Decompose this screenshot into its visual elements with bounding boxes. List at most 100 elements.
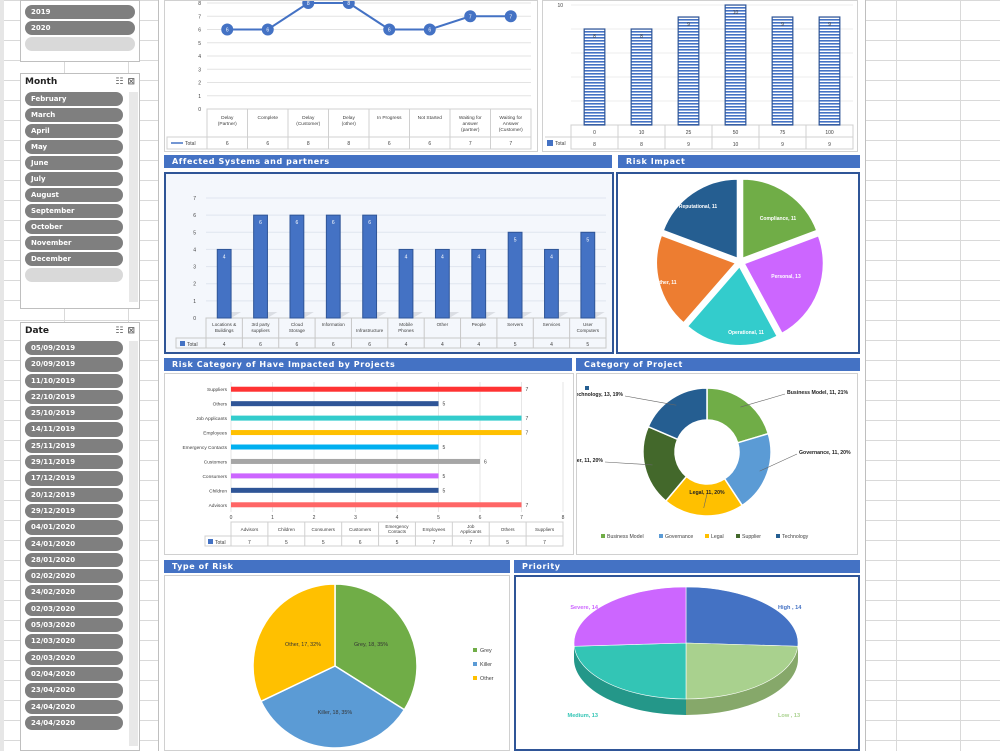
category-label: (other)	[342, 121, 357, 127]
data-label: 6	[259, 220, 262, 226]
category-label: Waiting for	[499, 115, 522, 121]
pie-side	[574, 643, 686, 715]
month-slicer-item[interactable]: December	[25, 252, 123, 266]
date-slicer-item[interactable]: 12/03/2020	[25, 634, 123, 649]
year-slicer-item[interactable]	[25, 37, 135, 51]
month-slicer-item[interactable]: April	[25, 124, 123, 138]
y-tick-label: 0	[198, 107, 201, 113]
date-slicer-item[interactable]: 28/01/2020	[25, 552, 123, 568]
data-point	[302, 0, 315, 9]
y-tick-label: 5	[193, 230, 196, 236]
y-tick-label: 7	[193, 196, 196, 202]
month-slicer-item[interactable]	[25, 268, 123, 282]
y-tick-label: 7	[198, 14, 201, 20]
date-slicer-item[interactable]: 24/01/2020	[25, 536, 123, 551]
date-slicer-item[interactable]: 23/04/2020	[25, 683, 123, 698]
date-slicer-item[interactable]: 24/02/2020	[25, 585, 123, 600]
date-slicer-item[interactable]: 29/11/2019	[25, 455, 123, 470]
month-slicer-item[interactable]: August	[25, 188, 123, 202]
data-label: 6	[296, 220, 299, 226]
category-label: (partner)	[461, 127, 480, 133]
date-slicer-item[interactable]: 02/03/2020	[25, 601, 123, 617]
y-tick-label: 2	[193, 282, 196, 288]
category-label: Answer	[503, 121, 519, 127]
y-tick-label: 6	[198, 28, 201, 34]
date-slicer-item[interactable]: 14/11/2019	[25, 422, 123, 437]
category-label: Servers	[507, 322, 524, 327]
table-category-label: Applicants	[460, 529, 482, 534]
data-label: 9	[687, 22, 690, 28]
date-slicer-item[interactable]: 22/10/2019	[25, 389, 123, 405]
data-label: 4	[441, 254, 444, 260]
slice-label: High , 14	[778, 605, 802, 611]
date-slicer-item[interactable]: 11/10/2019	[25, 373, 123, 388]
multi-select-icon[interactable]: ☷	[115, 326, 124, 336]
riskcat-bar-chart: 0 1 2 3 4 5 6 7 8 Suppliers 7 Others 5 Job Applicants…	[182, 382, 565, 547]
month-slicer-item[interactable]: February	[25, 92, 123, 106]
table-category-label: Advisors	[241, 527, 259, 532]
bar	[507, 231, 523, 319]
affected-bar-chart: 0 1 2 3 4 5 6 7 Total 4 Locations &Buildings 4 6 3rd …	[166, 174, 612, 352]
multi-select-icon[interactable]: ☷	[115, 77, 124, 87]
month-slicer-item[interactable]: May	[25, 140, 123, 154]
date-slicer-item[interactable]: 20/09/2019	[25, 357, 123, 372]
category-label: 10	[639, 130, 645, 136]
year-slicer-item[interactable]: 2019	[25, 5, 135, 19]
month-scrollbar[interactable]	[129, 92, 138, 302]
category-label: Emergency Contacts	[182, 445, 227, 451]
category-label: 25	[686, 130, 692, 136]
series-line	[227, 2, 511, 31]
month-slicer-item[interactable]: July	[25, 172, 123, 186]
date-slicer-item[interactable]: 05/09/2019	[25, 341, 123, 356]
legend-key	[659, 534, 663, 538]
x-tick-label: 0	[230, 515, 233, 521]
month-slicer-item[interactable]: June	[25, 156, 123, 170]
slice-label: Other, 17, 32%	[285, 642, 321, 648]
table-value-label: 6	[226, 141, 229, 147]
data-label: 4	[405, 254, 408, 260]
slice-label: Low , 13	[778, 713, 800, 719]
date-scrollbar[interactable]	[129, 341, 138, 746]
date-slicer-item[interactable]: 24/04/2020	[25, 715, 123, 731]
typerisk-chart-panel: Grey, 18, 35% Killer, 18, 35% Other, 17, 3…	[164, 575, 510, 751]
x-tick-label: 2	[313, 515, 316, 521]
date-slicer-item[interactable]: 25/10/2019	[25, 406, 123, 421]
bar	[231, 401, 439, 407]
y-tick-label: 1	[198, 94, 201, 100]
date-slicer-item[interactable]: 25/11/2019	[25, 438, 123, 454]
table-value-label: 5	[514, 342, 517, 348]
data-label: 5	[586, 237, 589, 243]
donut-slice	[706, 387, 770, 444]
date-slicer-item[interactable]: 20/03/2020	[25, 650, 123, 665]
clear-filter-icon[interactable]: ⊠	[127, 326, 135, 336]
date-slicer-item[interactable]: 20/12/2019	[25, 487, 123, 502]
data-label: 9	[781, 22, 784, 28]
pie-slice	[252, 583, 336, 703]
x-tick-label: 8	[562, 515, 565, 521]
bar	[724, 4, 747, 126]
data-point	[464, 10, 477, 23]
month-slicer-item[interactable]: September	[25, 204, 123, 218]
category-label: suppliers	[251, 328, 270, 333]
table-value-label: 7	[509, 141, 512, 147]
month-slicer-item[interactable]: March	[25, 108, 123, 122]
month-slicer-item[interactable]: November	[25, 236, 123, 250]
date-slicer-item[interactable]: 04/01/2020	[25, 520, 123, 535]
date-slicer-item[interactable]: 29/12/2019	[25, 503, 123, 519]
month-slicer-item[interactable]: October	[25, 220, 123, 234]
year-slicer-item[interactable]: 2020	[25, 21, 135, 35]
data-label: 4	[550, 254, 553, 260]
bar	[630, 28, 653, 126]
category-label: Computers	[577, 328, 600, 333]
data-label: 6	[266, 28, 269, 34]
date-slicer-item[interactable]: 02/02/2020	[25, 569, 123, 584]
date-slicer-item[interactable]: 24/04/2020	[25, 699, 123, 714]
affected-chart-panel: 0 1 2 3 4 5 6 7 Total 4 Locations & Buildings 4 6 3rd …	[164, 172, 614, 354]
date-slicer-item[interactable]: 17/12/2019	[25, 471, 123, 486]
date-slicer-item[interactable]: 02/04/2020	[25, 666, 123, 682]
table-value-label: 9	[687, 142, 690, 148]
date-slicer-item[interactable]: 05/03/2020	[25, 618, 123, 633]
row-header	[0, 0, 4, 751]
slice-label: Supplier, 11, 20%	[577, 458, 603, 464]
clear-filter-icon[interactable]: ⊠	[127, 77, 135, 87]
